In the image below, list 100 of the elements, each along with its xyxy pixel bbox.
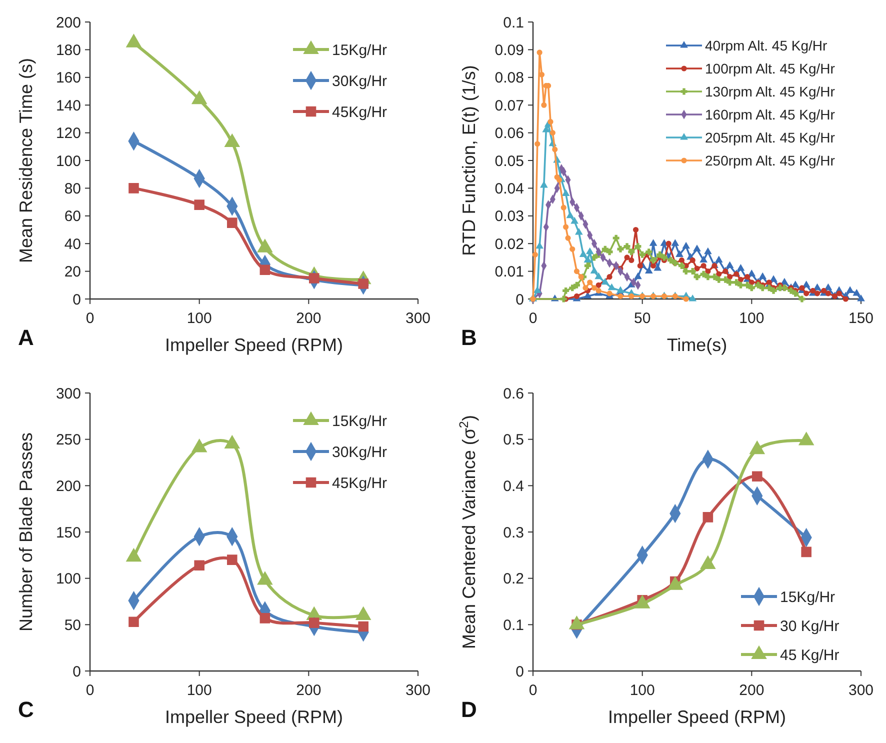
point [578,274,584,280]
x-tick-label: 300 [848,682,874,699]
point [798,296,806,302]
point [563,224,569,230]
point [683,296,689,302]
x-axis-title: Impeller Speed (RPM) [164,707,344,727]
point [656,251,664,258]
point [853,289,860,296]
point [660,254,668,261]
y-tick-label: 0.01 [494,264,524,281]
y-tick-label: 140 [56,97,81,114]
point [700,262,706,269]
point [780,278,788,285]
point [624,243,630,250]
point [738,276,744,282]
point [634,272,642,280]
point [770,287,777,294]
point [700,256,708,262]
point [612,234,620,242]
point [704,274,712,280]
point [694,266,700,272]
point [689,268,696,275]
point [580,250,587,257]
point [594,272,602,280]
point [700,270,707,278]
y-tick-label: 0.08 [494,70,524,87]
point [584,256,592,262]
legend-label: 250rpm Alt. 45 Kg/Hr [705,152,836,168]
x-tick-label: 100 [739,310,764,327]
point [596,288,602,294]
point [608,284,616,290]
y-tick-label: 50 [64,616,81,634]
point [770,275,778,282]
point [726,262,734,268]
point [672,239,679,246]
point [540,181,548,188]
point [587,280,593,286]
point [562,287,570,294]
point [801,546,812,558]
point [534,141,540,147]
y-tick-label: 0.5 [503,432,524,449]
legend-label: 30Kg/Hr [332,72,388,90]
point [842,296,848,302]
point [606,274,612,280]
point [754,282,762,288]
point [606,248,613,256]
text: D [461,697,477,722]
point [560,204,566,210]
point [552,146,558,152]
point [654,264,662,271]
y-tick-label: 180 [56,42,81,59]
point [646,248,652,256]
point [788,287,794,294]
y-tick-label: 200 [56,478,81,495]
point [836,290,842,296]
y-tick-label: 0 [72,663,81,680]
point [666,240,672,246]
point [711,274,718,280]
point [584,292,592,298]
x-tick-label: 100 [186,310,212,327]
x-tick-label: 0 [528,310,538,327]
y-tick-label: 0.1 [503,616,524,634]
point [704,248,712,254]
point [748,270,756,276]
point [766,284,772,292]
y-tick-label: 0.07 [494,97,524,114]
point [857,294,865,302]
point [628,248,635,256]
point [802,281,810,288]
point [792,290,799,297]
point [645,267,653,274]
point [637,262,643,269]
x-tick-label: 150 [848,310,874,327]
point [639,251,646,258]
point [694,274,700,280]
point [676,250,684,257]
point [846,286,854,293]
x-tick-label: 0 [86,682,94,699]
y-tick-label: 0 [516,663,524,680]
legend-label: 30Kg/Hr [332,444,388,461]
point [569,284,576,292]
y-tick-label: 0.03 [494,208,524,226]
y-tick-label: 60 [64,208,81,226]
point [792,281,800,288]
point [678,257,684,264]
point [748,280,754,286]
legend-label: 45Kg/Hr [332,104,388,121]
y-axis-title: Number of Blade Passes [16,432,36,632]
point [702,512,714,522]
point [573,282,580,288]
text: A [18,325,34,350]
y-tick-label: 0 [516,291,524,308]
point [192,438,207,452]
point [570,217,578,224]
point [565,235,571,241]
point [716,276,722,283]
y-tick-label: 40 [64,236,81,253]
text: C [18,697,34,722]
y-tick-label: 0.02 [494,236,524,253]
y-tick-label: 0.2 [503,570,524,588]
